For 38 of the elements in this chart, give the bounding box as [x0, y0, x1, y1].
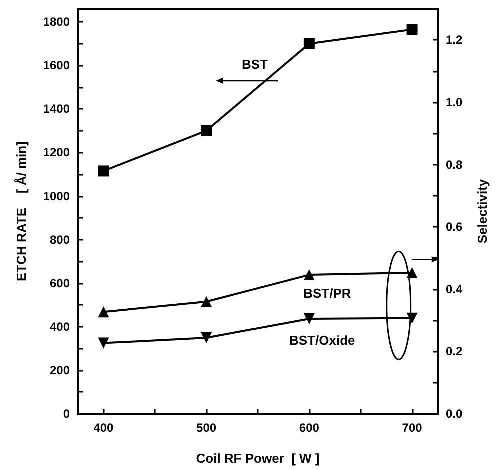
- x-tick-label: 500: [196, 421, 217, 435]
- x-axis-title: Coil RF Power [ W ]: [196, 451, 320, 466]
- point: [98, 306, 110, 318]
- point: [201, 125, 212, 136]
- series-label: BST/Oxide: [290, 332, 356, 348]
- y2-tick-label: 1.0: [446, 95, 464, 110]
- point: [304, 38, 315, 50]
- point: [304, 313, 315, 324]
- y-tick-label: 1200: [43, 146, 70, 160]
- y-tick-label: 1000: [43, 189, 70, 204]
- series-label: BST: [242, 56, 268, 72]
- x-tick-label: 600: [299, 421, 320, 435]
- x-tick-label: 400: [94, 421, 114, 435]
- y2-tick-label: 0.4: [446, 282, 464, 296]
- y-tick-label: 200: [50, 363, 70, 378]
- y-tick-label: 400: [50, 320, 70, 334]
- y-tick-label: 800: [50, 232, 70, 247]
- y-tick-label: 1800: [43, 15, 70, 30]
- y-axis-title: ETCH RATE [ Å/ min]: [14, 142, 29, 282]
- point: [406, 24, 418, 36]
- point: [98, 338, 110, 349]
- y2-tick-label: 0.8: [446, 158, 464, 172]
- y-tick-label: 1600: [43, 58, 70, 73]
- y-tick-label: 1400: [43, 102, 70, 116]
- y2-tick-label: 0.0: [446, 407, 464, 421]
- y2-tick-label: 1.2: [446, 33, 464, 48]
- y-tick-label: 600: [50, 276, 70, 290]
- x-tick-label: 700: [402, 421, 423, 435]
- point: [406, 267, 418, 278]
- point: [98, 166, 110, 177]
- series-label: BST/PR: [304, 286, 352, 302]
- y2-tick-label: 0.6: [446, 220, 464, 234]
- point: [201, 332, 212, 344]
- y-tick-label: 0: [63, 407, 70, 421]
- y2-tick-label: 0.2: [446, 344, 464, 359]
- point: [304, 270, 315, 281]
- point: [201, 296, 212, 308]
- y2-axis-title: Selectivity: [475, 178, 490, 244]
